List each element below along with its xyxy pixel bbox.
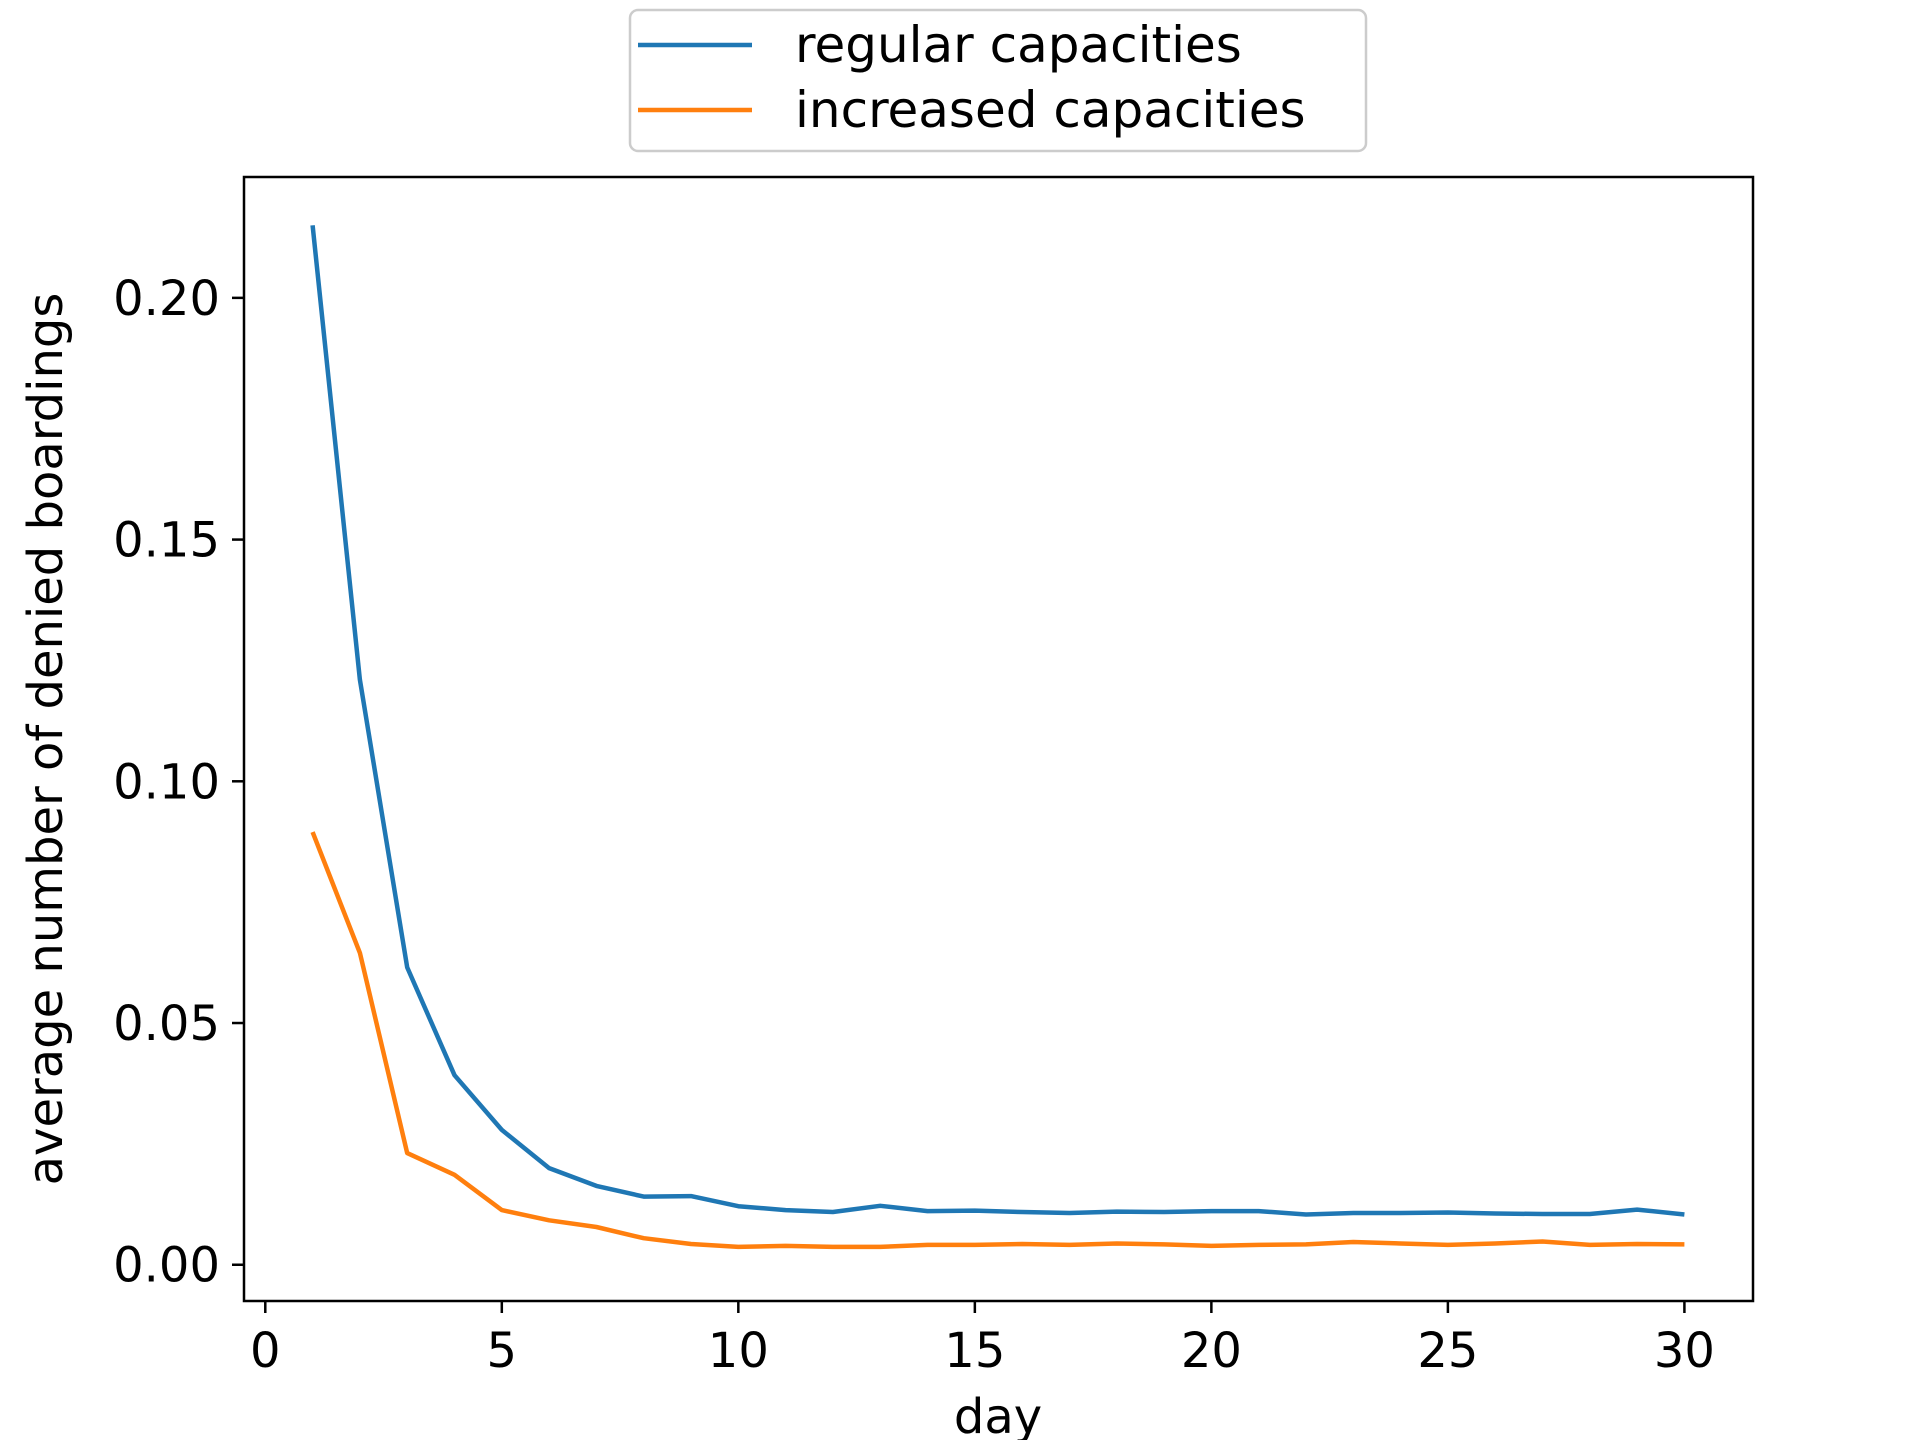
- y-tick-label: 0.05: [113, 996, 220, 1052]
- x-tick-label: 15: [944, 1323, 1005, 1379]
- x-tick-label: 0: [250, 1323, 281, 1379]
- x-axis-label: day: [954, 1389, 1042, 1440]
- y-axis-ticks: 0.00 0.05 0.10 0.15 0.20: [113, 271, 244, 1294]
- y-axis-label: average number of denied boardings: [18, 293, 74, 1186]
- x-tick-label: 25: [1417, 1323, 1478, 1379]
- x-tick-label: 30: [1654, 1323, 1715, 1379]
- series-layer: [310, 225, 1685, 1250]
- y-tick-label: 0.15: [113, 513, 220, 569]
- legend-box: [628, 8, 1368, 153]
- x-tick-label: 10: [708, 1323, 769, 1379]
- y-tick-label: 0.00: [113, 1238, 220, 1294]
- y-tick-label: 0.20: [113, 271, 220, 327]
- x-tick-label: 20: [1181, 1323, 1242, 1379]
- x-tick-label: 5: [487, 1323, 518, 1379]
- x-axis-ticks: 0 5 10 15 20 25 30: [250, 1301, 1715, 1379]
- series-line-regular-capacities: [310, 225, 1685, 1217]
- y-tick-label: 0.10: [113, 754, 220, 810]
- legend-label-regular-capacities: regular capacities: [795, 16, 1242, 74]
- plot-area-frame: [242, 175, 1755, 1303]
- legend: regular capacities increased capacities: [628, 8, 1368, 153]
- legend-label-increased-capacities: increased capacities: [795, 81, 1306, 139]
- series-line-increased-capacities: [310, 831, 1685, 1250]
